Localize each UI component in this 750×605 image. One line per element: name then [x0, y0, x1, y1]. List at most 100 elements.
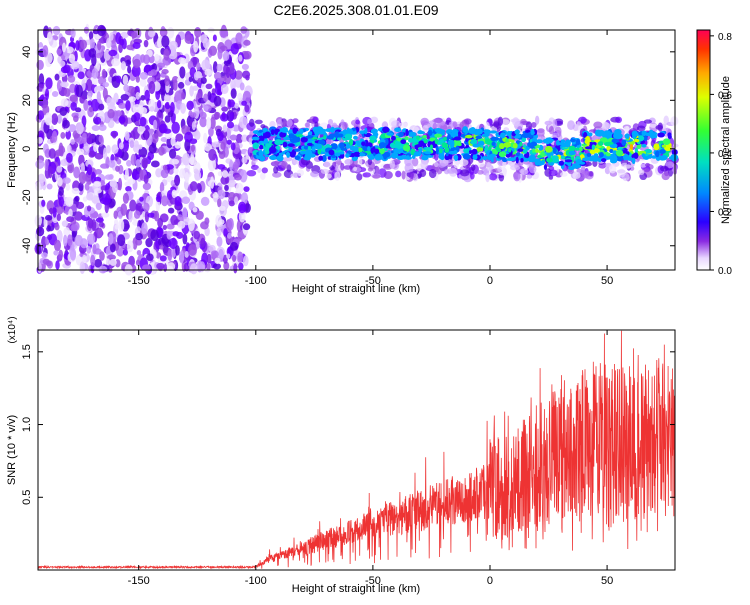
- spectrogram-cell: [233, 263, 238, 274]
- spectrogram-cell: [219, 205, 226, 211]
- spectrogram-cell: [98, 134, 104, 143]
- spectrogram-cell: [143, 39, 149, 48]
- spectrogram-cell: [370, 147, 375, 154]
- spectrogram-cell: [229, 62, 235, 75]
- spectrogram-cell: [168, 148, 177, 159]
- spectrogram-cell: [223, 261, 230, 271]
- spectrogram-cell: [77, 71, 85, 80]
- spectrogram-cell: [41, 199, 46, 207]
- spectrogram-cell: [135, 75, 140, 83]
- spectrogram-cell: [118, 219, 125, 232]
- spectrogram-cell: [593, 121, 603, 129]
- spectrogram-cell: [63, 227, 71, 238]
- spectrogram-cell: [221, 106, 229, 112]
- spectrogram-cell: [655, 124, 663, 130]
- spectrogram-cell: [44, 112, 53, 126]
- spectrogram-cell: [294, 148, 301, 152]
- spectrogram-cell: [78, 182, 84, 192]
- spectrogram-cell: [91, 125, 100, 131]
- spectrogram-cell: [422, 135, 427, 139]
- spectrogram-cell: [382, 126, 390, 134]
- spectrogram-cell: [654, 150, 660, 158]
- spectrogram-cell: [44, 214, 53, 221]
- spectrogram-cell: [657, 132, 665, 138]
- spectrogram-cell: [296, 136, 301, 143]
- spectrogram-cell: [398, 133, 404, 138]
- spectrogram-cell: [436, 140, 444, 145]
- spectrogram-cell: [515, 156, 519, 164]
- spectrogram-cell: [358, 147, 363, 153]
- spectrogram-cell: [468, 127, 476, 135]
- y-tick-label: 0: [21, 146, 33, 152]
- spectrogram-cell: [139, 71, 148, 80]
- spectrogram-cell: [131, 170, 140, 181]
- spectrogram-y-label: Frequency (Hz): [6, 112, 18, 188]
- spectrogram-cell: [38, 73, 45, 86]
- spectrogram-cell: [79, 261, 86, 274]
- spectrogram-cell: [71, 60, 80, 70]
- spectrogram-cell: [151, 133, 159, 144]
- spectrogram-cell: [425, 146, 432, 152]
- spectrogram-cell: [243, 39, 251, 46]
- spectrogram-cell: [200, 221, 209, 230]
- spectrogram-cell: [323, 160, 332, 168]
- spectrogram-cell: [66, 216, 75, 223]
- spectrogram-cell: [519, 141, 523, 147]
- spectrogram-cell: [39, 94, 45, 101]
- spectrogram-cell: [166, 27, 175, 39]
- spectrogram-cell: [120, 203, 128, 216]
- spectrogram-cell: [528, 158, 536, 163]
- spectrogram-panel: -150 -100 -50 0 50 -40 -20 0 20 40 Height of str…: [6, 23, 679, 295]
- spectrogram-cell: [424, 151, 432, 155]
- spectrogram-cell: [421, 155, 429, 161]
- spectrogram-cell: [139, 169, 144, 181]
- spectrogram-cell: [670, 154, 676, 159]
- spectrogram-cell: [207, 158, 217, 172]
- x-tick-label: 50: [601, 575, 613, 587]
- spectrogram-cell: [598, 157, 602, 162]
- spectrogram-cell: [133, 112, 141, 122]
- spectrogram-cell: [45, 88, 50, 101]
- spectrogram-cell: [394, 127, 402, 133]
- spectrogram-cell: [157, 62, 166, 69]
- spectrogram-cell: [167, 249, 173, 262]
- spectrogram-cell: [512, 142, 518, 149]
- spectrogram-cell: [226, 121, 235, 129]
- spectrogram-cell: [237, 201, 247, 214]
- spectrogram-cell: [69, 83, 76, 94]
- spectrogram-cell: [366, 142, 373, 148]
- spectrogram-cell: [238, 210, 246, 223]
- spectrogram-cell: [243, 50, 252, 60]
- spectrogram-cell: [551, 155, 559, 161]
- spectrogram-cell: [367, 146, 371, 152]
- spectrogram-cell: [174, 196, 182, 207]
- spectrogram-cell: [206, 116, 212, 130]
- spectrogram-cell: [188, 244, 198, 256]
- spectrogram-cell: [56, 48, 62, 55]
- spectrogram-cell: [35, 159, 45, 169]
- spectrogram-cell: [138, 144, 143, 150]
- spectrogram-cell: [200, 196, 210, 206]
- spectrogram-cell: [196, 62, 201, 71]
- spectrogram-cell: [450, 131, 459, 138]
- spectrogram-cell: [189, 112, 197, 118]
- spectrogram-cell: [345, 153, 350, 158]
- spectrogram-cell: [344, 158, 353, 166]
- spectrogram-cell: [543, 164, 548, 170]
- spectrogram-cell: [350, 152, 355, 158]
- spectrogram-cell: [288, 146, 293, 151]
- spectrogram-cell: [216, 228, 222, 237]
- spectrogram-cell: [275, 145, 281, 151]
- spectrogram-cell: [63, 234, 68, 247]
- spectrogram-cell: [484, 138, 493, 145]
- spectrogram-cell: [142, 182, 152, 191]
- spectrogram-cell: [75, 84, 83, 98]
- spectrogram-cell: [531, 122, 537, 128]
- spectrogram-cell: [58, 186, 64, 197]
- spectrogram-cell: [491, 141, 496, 147]
- spectrogram-cell: [489, 130, 498, 134]
- spectrogram-cell: [94, 169, 103, 175]
- spectrogram-cell: [156, 262, 165, 270]
- spectrogram-cell: [52, 25, 61, 36]
- spectrogram-cell: [123, 84, 130, 92]
